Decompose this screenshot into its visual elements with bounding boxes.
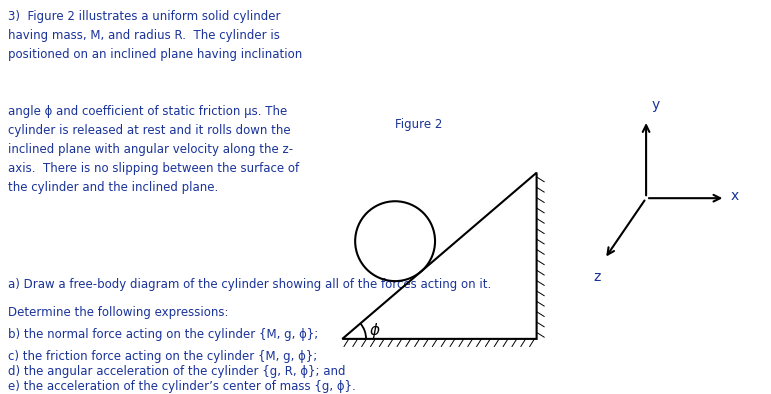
Text: Figure 2: Figure 2 — [395, 118, 443, 131]
Text: y: y — [651, 97, 660, 112]
Text: c) the friction force acting on the cylinder {M, g, ϕ};: c) the friction force acting on the cyli… — [8, 350, 317, 363]
Text: x: x — [731, 189, 739, 203]
Text: Determine the following expressions:: Determine the following expressions: — [8, 306, 228, 319]
Text: $\phi$: $\phi$ — [369, 321, 381, 340]
Text: e) the acceleration of the cylinder’s center of mass {g, ϕ}.: e) the acceleration of the cylinder’s ce… — [8, 380, 355, 393]
Text: a) Draw a free-body diagram of the cylinder showing all of the forces acting on : a) Draw a free-body diagram of the cylin… — [8, 278, 491, 291]
Text: z: z — [594, 269, 601, 284]
Text: 3)  Figure 2 illustrates a uniform solid cylinder
having mass, M, and radius R. : 3) Figure 2 illustrates a uniform solid … — [8, 10, 302, 61]
Text: b) the normal force acting on the cylinder {M, g, ϕ};: b) the normal force acting on the cylind… — [8, 328, 318, 341]
Text: angle ϕ and coefficient of static friction μs. The
cylinder is released at rest : angle ϕ and coefficient of static fricti… — [8, 105, 299, 194]
Text: d) the angular acceleration of the cylinder {g, R, ϕ}; and: d) the angular acceleration of the cylin… — [8, 365, 345, 378]
